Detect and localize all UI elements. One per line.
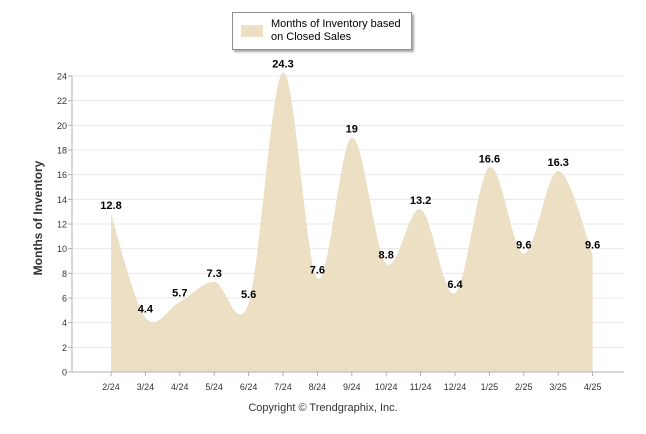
y-tick-label: 16 bbox=[57, 170, 67, 180]
data-label: 7.6 bbox=[310, 264, 325, 276]
y-tick-label: 24 bbox=[57, 72, 67, 82]
x-tick-label: 6/24 bbox=[240, 382, 258, 392]
y-tick-label: 20 bbox=[57, 121, 67, 131]
y-tick-label: 8 bbox=[62, 269, 67, 279]
x-tick-label: 3/25 bbox=[549, 382, 567, 392]
y-tick-label: 4 bbox=[62, 318, 67, 328]
x-tick-label: 2/25 bbox=[515, 382, 533, 392]
data-label: 19 bbox=[346, 124, 358, 136]
data-label: 6.4 bbox=[447, 279, 463, 291]
data-label: 9.6 bbox=[585, 240, 600, 252]
data-label: 12.8 bbox=[100, 200, 121, 212]
data-label: 16.3 bbox=[547, 157, 568, 169]
x-tick-label: 3/24 bbox=[137, 382, 155, 392]
x-tick-label: 10/24 bbox=[375, 382, 398, 392]
copyright-text: Copyright © Trendgraphix, Inc. bbox=[248, 402, 398, 414]
y-tick-label: 6 bbox=[62, 294, 67, 304]
x-tick-label: 2/24 bbox=[102, 382, 120, 392]
x-tick-label: 4/25 bbox=[584, 382, 602, 392]
data-label: 4.4 bbox=[138, 304, 154, 316]
legend: Months of Inventory based on Closed Sale… bbox=[232, 12, 412, 50]
data-label: 8.8 bbox=[379, 249, 394, 261]
data-label: 5.6 bbox=[241, 289, 256, 301]
y-tick-label: 0 bbox=[62, 368, 67, 378]
x-tick-label: 9/24 bbox=[343, 382, 361, 392]
x-tick-label: 1/25 bbox=[481, 382, 499, 392]
legend-label: Months of Inventory based on Closed Sale… bbox=[271, 18, 401, 43]
y-tick-label: 18 bbox=[57, 146, 67, 156]
data-label: 9.6 bbox=[516, 240, 531, 252]
y-axis-title: Months of Inventory bbox=[31, 160, 45, 275]
legend-swatch bbox=[241, 25, 263, 37]
data-label: 13.2 bbox=[410, 195, 431, 207]
data-label: 5.7 bbox=[172, 288, 187, 300]
y-tick-label: 10 bbox=[57, 244, 67, 254]
area-series bbox=[111, 72, 593, 372]
y-tick-label: 2 bbox=[62, 343, 67, 353]
x-tick-label: 7/24 bbox=[274, 382, 292, 392]
data-label: 16.6 bbox=[479, 153, 500, 165]
x-tick-label: 11/24 bbox=[410, 382, 432, 392]
x-tick-label: 8/24 bbox=[309, 382, 327, 392]
x-tick-label: 5/24 bbox=[205, 382, 223, 392]
x-tick-label: 12/24 bbox=[444, 382, 467, 392]
data-labels: 12.8 4.4 5.7 7.3 5.6 24.3 7.6 19 8.8 13.2 6.4 16.6 9… bbox=[100, 58, 600, 315]
area-fill bbox=[111, 72, 593, 372]
data-label: 7.3 bbox=[207, 268, 222, 280]
y-tick-label: 12 bbox=[57, 220, 67, 230]
y-tick-label: 22 bbox=[57, 96, 67, 106]
x-tick-label: 4/24 bbox=[171, 382, 189, 392]
data-label: 24.3 bbox=[272, 58, 293, 70]
y-tick-label: 14 bbox=[57, 195, 67, 205]
